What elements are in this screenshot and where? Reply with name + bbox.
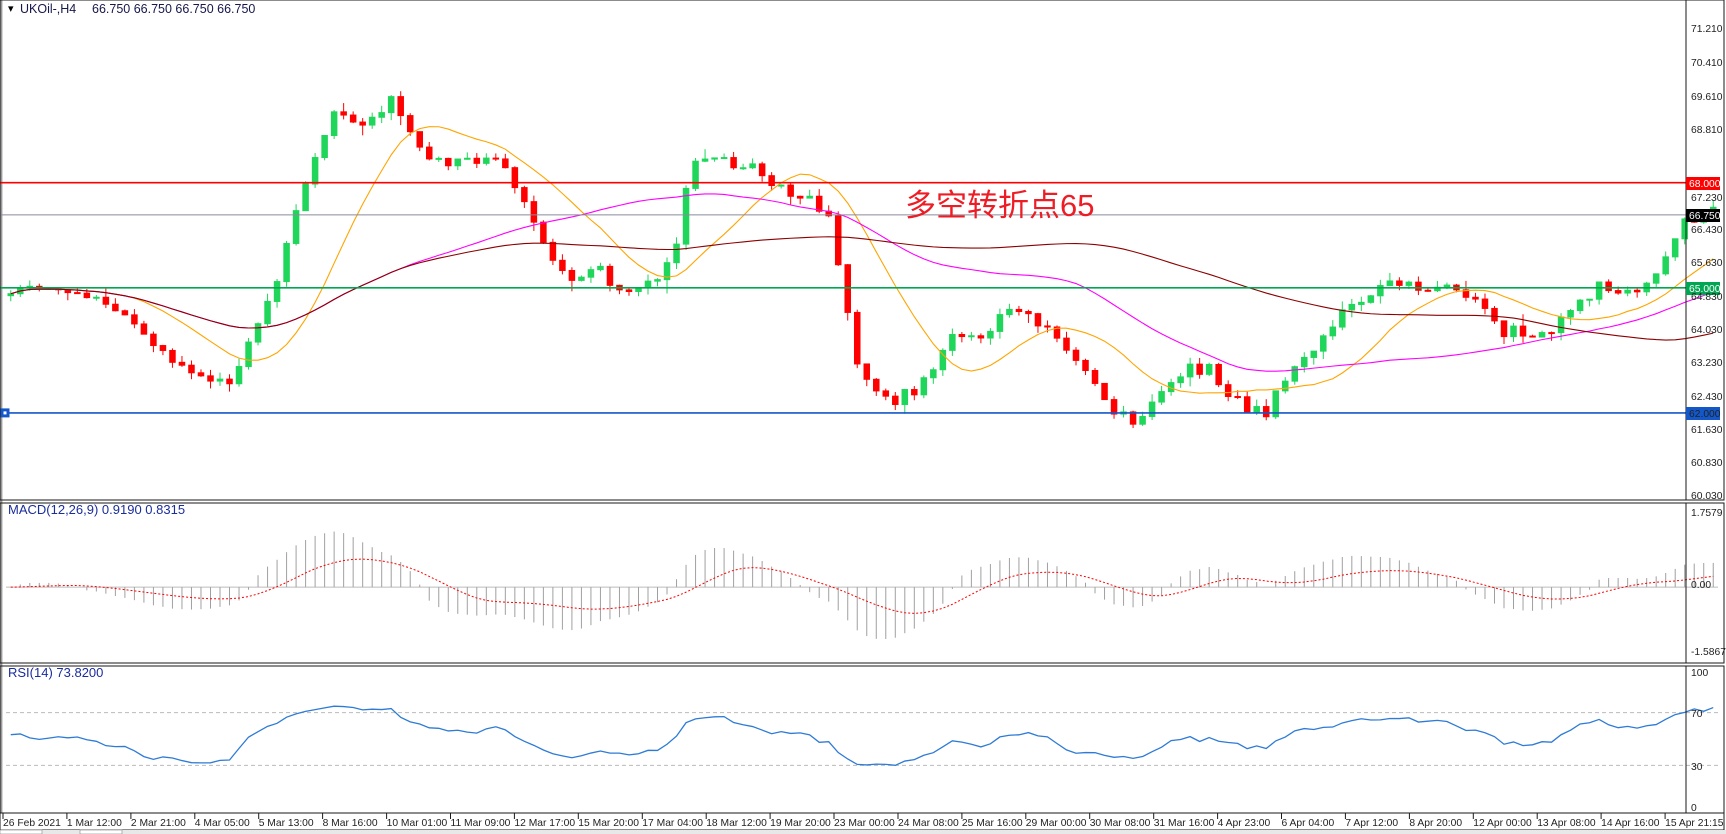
svg-text:62.000: 62.000 bbox=[1689, 409, 1721, 420]
svg-text:1.7579: 1.7579 bbox=[1691, 508, 1723, 519]
svg-text:100: 100 bbox=[1691, 668, 1708, 679]
svg-text:14 Apr 16:00: 14 Apr 16:00 bbox=[1601, 818, 1660, 829]
svg-text:11 Mar 09:00: 11 Mar 09:00 bbox=[451, 818, 511, 829]
svg-text:64.830: 64.830 bbox=[1691, 292, 1723, 303]
svg-text:RSI(14) 73.8200: RSI(14) 73.8200 bbox=[8, 665, 103, 680]
svg-text:8 Mar 16:00: 8 Mar 16:00 bbox=[323, 818, 378, 829]
svg-text:0: 0 bbox=[1691, 803, 1697, 814]
svg-text:68.000: 68.000 bbox=[1689, 179, 1721, 190]
svg-text:62.430: 62.430 bbox=[1691, 392, 1723, 403]
svg-text:65.630: 65.630 bbox=[1691, 258, 1723, 269]
svg-text:17 Mar 04:00: 17 Mar 04:00 bbox=[642, 818, 703, 829]
svg-text:▾: ▾ bbox=[8, 3, 14, 15]
svg-text:多空转折点65: 多空转折点65 bbox=[905, 188, 1094, 223]
svg-text:UKOil-,H4: UKOil-,H4 bbox=[20, 2, 76, 16]
svg-text:30 Mar 08:00: 30 Mar 08:00 bbox=[1090, 818, 1151, 829]
svg-text:30: 30 bbox=[1691, 762, 1703, 773]
svg-text:7 Apr 12:00: 7 Apr 12:00 bbox=[1345, 818, 1398, 829]
svg-text:24 Mar 08:00: 24 Mar 08:00 bbox=[898, 818, 959, 829]
svg-text:60.830: 60.830 bbox=[1691, 458, 1723, 469]
svg-text:67.230: 67.230 bbox=[1691, 193, 1723, 204]
svg-text:19 Mar 20:00: 19 Mar 20:00 bbox=[770, 818, 831, 829]
svg-text:13 Apr 08:00: 13 Apr 08:00 bbox=[1537, 818, 1596, 829]
svg-text:29 Mar 00:00: 29 Mar 00:00 bbox=[1026, 818, 1087, 829]
svg-text:15 Apr 21:15: 15 Apr 21:15 bbox=[1665, 818, 1724, 829]
svg-text:-1.5867: -1.5867 bbox=[1691, 647, 1726, 658]
svg-text:63.230: 63.230 bbox=[1691, 358, 1723, 369]
svg-text:0.00: 0.00 bbox=[1691, 580, 1711, 591]
svg-text:5 Mar 13:00: 5 Mar 13:00 bbox=[259, 818, 314, 829]
svg-text:23 Mar 00:00: 23 Mar 00:00 bbox=[834, 818, 895, 829]
svg-text:31 Mar 16:00: 31 Mar 16:00 bbox=[1154, 818, 1215, 829]
svg-text:15 Mar 20:00: 15 Mar 20:00 bbox=[578, 818, 639, 829]
svg-text:18 Mar 12:00: 18 Mar 12:00 bbox=[706, 818, 767, 829]
svg-text:66.750: 66.750 bbox=[1689, 211, 1721, 222]
svg-text:8 Apr 20:00: 8 Apr 20:00 bbox=[1409, 818, 1462, 829]
svg-text:68.810: 68.810 bbox=[1691, 125, 1723, 136]
svg-text:12 Mar 17:00: 12 Mar 17:00 bbox=[514, 818, 575, 829]
svg-text:1 Mar 12:00: 1 Mar 12:00 bbox=[67, 818, 122, 829]
svg-text:10 Mar 01:00: 10 Mar 01:00 bbox=[387, 818, 448, 829]
svg-text:70.410: 70.410 bbox=[1691, 58, 1723, 69]
svg-text:26 Feb 2021: 26 Feb 2021 bbox=[3, 818, 61, 829]
svg-text:4 Apr 23:00: 4 Apr 23:00 bbox=[1218, 818, 1271, 829]
svg-text:71.210: 71.210 bbox=[1691, 24, 1723, 35]
svg-text:69.610: 69.610 bbox=[1691, 92, 1723, 103]
svg-text:4 Mar 05:00: 4 Mar 05:00 bbox=[195, 818, 250, 829]
svg-text:66.430: 66.430 bbox=[1691, 225, 1723, 236]
svg-text:12 Apr 00:00: 12 Apr 00:00 bbox=[1473, 818, 1532, 829]
svg-text:MACD(12,26,9) 0.9190 0.8315: MACD(12,26,9) 0.9190 0.8315 bbox=[8, 502, 185, 517]
svg-text:2 Mar 21:00: 2 Mar 21:00 bbox=[131, 818, 186, 829]
svg-text:64.030: 64.030 bbox=[1691, 325, 1723, 336]
svg-text:25 Mar 16:00: 25 Mar 16:00 bbox=[962, 818, 1023, 829]
svg-text:70: 70 bbox=[1691, 709, 1703, 720]
svg-text:66.750 66.750 66.750 66.750: 66.750 66.750 66.750 66.750 bbox=[92, 2, 255, 16]
svg-text:6 Apr 04:00: 6 Apr 04:00 bbox=[1282, 818, 1335, 829]
svg-text:61.630: 61.630 bbox=[1691, 425, 1723, 436]
svg-text:60.030: 60.030 bbox=[1691, 491, 1723, 502]
